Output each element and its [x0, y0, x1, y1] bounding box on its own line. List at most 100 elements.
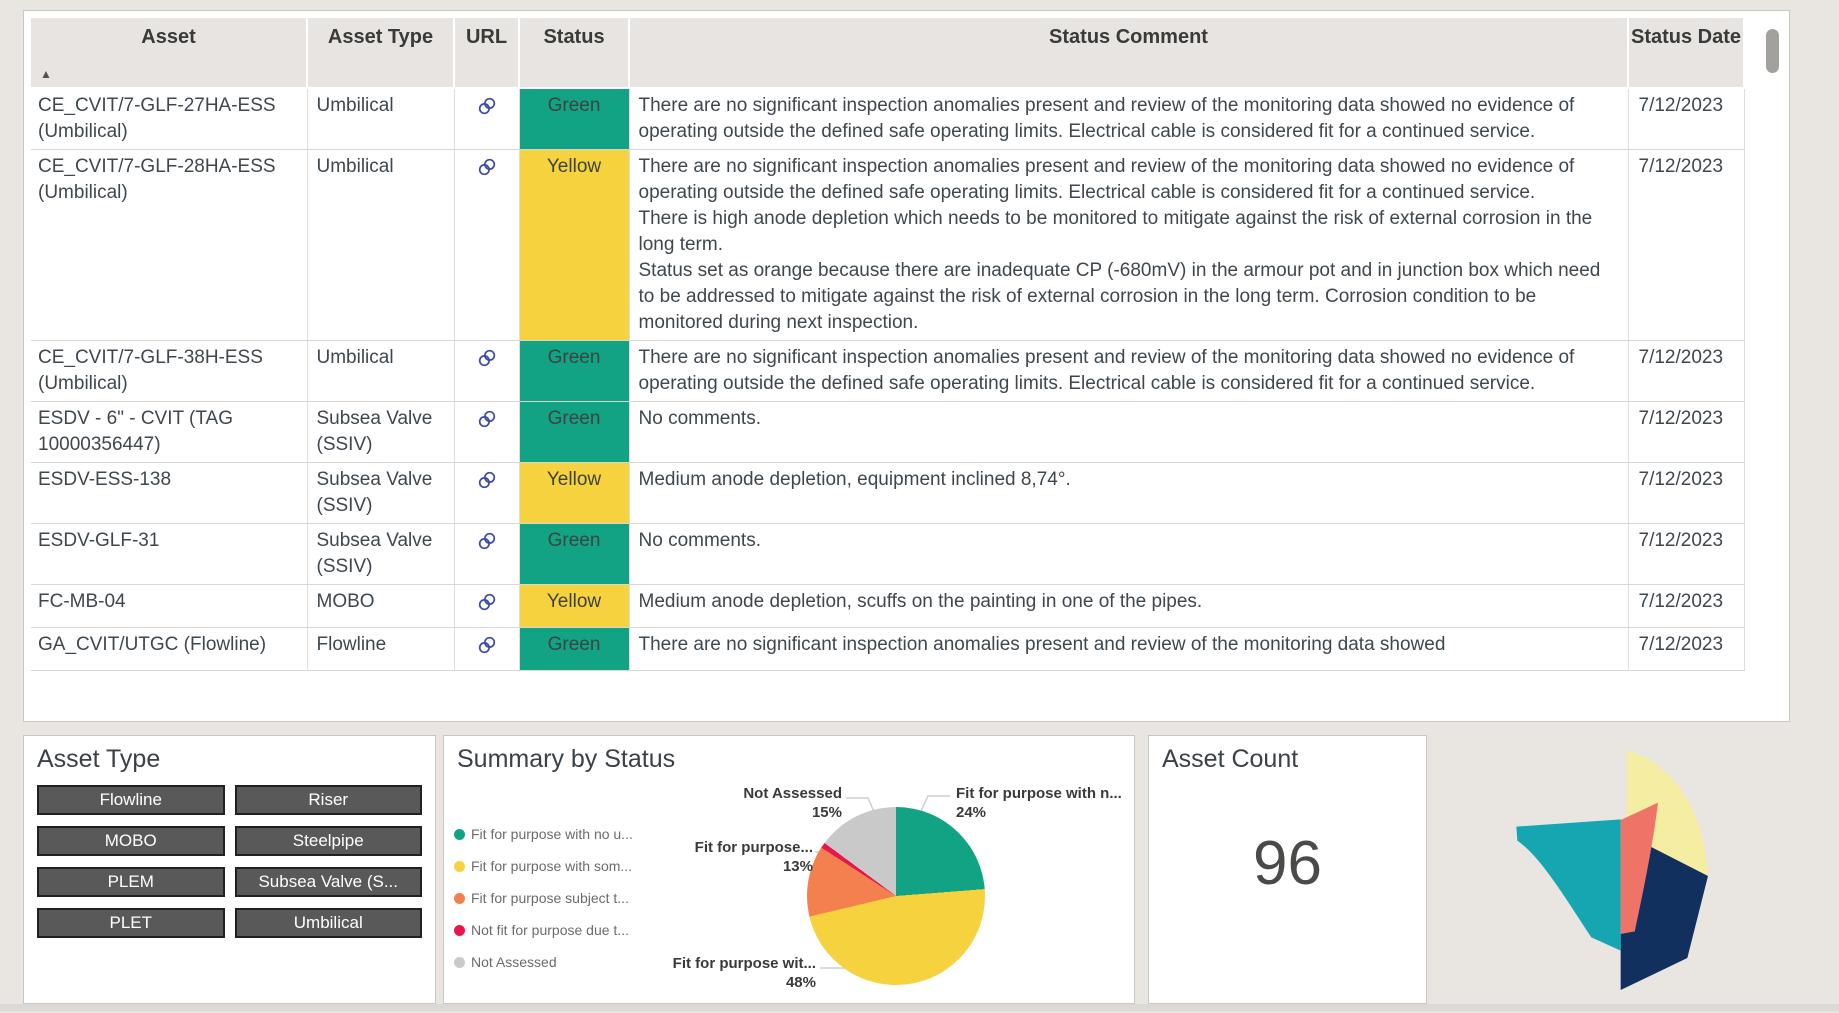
asset-type-cell: Umbilical	[307, 340, 455, 402]
asset-cell: CE_CVIT/7-GLF-28HA-ESS (Umbilical)	[31, 149, 308, 341]
asset-type-button[interactable]: Subsea Valve (S...	[234, 867, 422, 897]
asset-cell: FC-MB-04	[31, 584, 308, 628]
pie-callout-percent: 13%	[782, 858, 813, 875]
status-comment-cell: No comments.	[629, 523, 1629, 585]
legend-dot-icon	[454, 924, 465, 936]
status-date-cell: 7/12/2023	[1628, 462, 1745, 524]
logo-teal-shape	[1516, 819, 1621, 951]
asset-cell: ESDV-GLF-31	[31, 523, 308, 585]
asset-cell: CE_CVIT/7-GLF-27HA-ESS (Umbilical)	[31, 88, 308, 150]
url-cell	[454, 401, 520, 463]
summary-panel-title: Summary by Status	[457, 745, 676, 773]
asset-status-table-card: Asset ▲ Asset Type URL Status Status Com…	[23, 10, 1790, 722]
status-comment-cell: There are no significant inspection anom…	[629, 340, 1629, 402]
column-header-status-date[interactable]: Status Date	[1628, 18, 1745, 89]
legend-item[interactable]: Not Assessed	[454, 946, 633, 978]
url-cell	[454, 627, 520, 671]
asset-cell: CE_CVIT/7-GLF-38H-ESS (Umbilical)	[31, 340, 308, 402]
legend-dot-icon	[454, 828, 465, 840]
asset-type-button[interactable]: MOBO	[37, 826, 225, 856]
column-header-status-comment[interactable]: Status Comment	[629, 18, 1629, 89]
status-cell: Green	[519, 523, 630, 585]
status-cell: Yellow	[519, 462, 630, 524]
pie-legend: Fit for purpose with no u... Fit for pur…	[454, 818, 633, 978]
table-row: CE_CVIT/7-GLF-28HA-ESS (Umbilical) Umbil…	[31, 149, 1745, 341]
asset-type-button-grid: Flowline Riser MOBO Steelpipe PLEM Subse…	[24, 776, 435, 947]
table-row: FC-MB-04 MOBO Yellow	[31, 584, 1745, 628]
asset-type-cell: Subsea Valve (SSIV)	[307, 462, 455, 524]
status-cell: Green	[519, 401, 630, 463]
pie-callout-percent: 15%	[811, 804, 842, 821]
column-header-url[interactable]: URL	[454, 18, 520, 89]
status-date-cell: 7/12/2023	[1628, 149, 1745, 341]
table-row: CE_CVIT/7-GLF-38H-ESS (Umbilical) Umbili…	[31, 340, 1745, 402]
scrollbar-thumb[interactable]	[1766, 29, 1779, 73]
status-comment-cell: Medium anode depletion, equipment inclin…	[629, 462, 1629, 524]
link-icon[interactable]	[477, 471, 497, 495]
asset-type-cell: Umbilical	[307, 149, 455, 341]
column-header-asset-type[interactable]: Asset Type	[307, 18, 455, 89]
table-scrollbar[interactable]	[1765, 23, 1780, 711]
table-row: ESDV-GLF-31 Subsea Valve (SSIV)	[31, 523, 1745, 585]
link-icon[interactable]	[477, 636, 497, 660]
asset-type-cell: MOBO	[307, 584, 455, 628]
asset-type-button[interactable]: Flowline	[37, 785, 225, 815]
pie-callout-percent: 24%	[956, 804, 987, 821]
asset-type-button[interactable]: PLET	[37, 908, 225, 938]
table-row: GA_CVIT/UTGC (Flowline) Flowline	[31, 627, 1745, 671]
url-cell	[454, 88, 520, 150]
asset-type-button[interactable]: Umbilical	[234, 908, 422, 938]
legend-item[interactable]: Fit for purpose subject t...	[454, 882, 633, 914]
status-cell: Green	[519, 340, 630, 402]
url-cell	[454, 149, 520, 341]
logo-navy-shape	[1620, 846, 1708, 990]
asset-type-button[interactable]: PLEM	[37, 867, 225, 897]
legend-item[interactable]: Not fit for purpose due t...	[454, 914, 633, 946]
asset-count-panel: Asset Count 96	[1148, 735, 1427, 1004]
link-icon[interactable]	[477, 97, 497, 121]
legend-item-label: Fit for purpose with som...	[471, 858, 633, 874]
status-comment-cell: No comments.	[629, 401, 1629, 463]
link-icon[interactable]	[477, 410, 497, 434]
status-date-cell: 7/12/2023	[1628, 584, 1745, 628]
link-icon[interactable]	[477, 158, 497, 182]
pie-callout: Fit for purpose wit... 48%	[636, 954, 816, 992]
pie-callout: Not Assessed 15%	[682, 784, 842, 822]
table-row: ESDV-ESS-138 Subsea Valve (SSIV)	[31, 462, 1745, 524]
logo-coral-shape	[1620, 802, 1658, 934]
status-date-cell: 7/12/2023	[1628, 88, 1745, 150]
status-date-cell: 7/12/2023	[1628, 401, 1745, 463]
legend-item[interactable]: Fit for purpose with no u...	[454, 818, 633, 850]
link-icon[interactable]	[477, 593, 497, 617]
asset-type-button[interactable]: Steelpipe	[234, 826, 422, 856]
asset-type-button[interactable]: Riser	[234, 785, 422, 815]
link-icon[interactable]	[477, 532, 497, 556]
asset-cell: ESDV-ESS-138	[31, 462, 308, 524]
company-logo	[1498, 740, 1778, 1008]
sort-ascending-icon[interactable]: ▲	[40, 67, 52, 81]
asset-count-panel-title: Asset Count	[1162, 745, 1299, 773]
status-cell: Yellow	[519, 149, 630, 341]
bottom-strip	[0, 1004, 1839, 1011]
column-header-asset-label: Asset	[141, 26, 196, 48]
pie-callout-percent: 48%	[785, 974, 816, 991]
status-comment-cell: There are no significant inspection anom…	[629, 88, 1629, 150]
column-header-asset[interactable]: Asset ▲	[31, 18, 308, 89]
legend-item-label: Not Assessed	[471, 954, 557, 970]
column-header-status[interactable]: Status	[519, 18, 630, 89]
legend-item-label: Fit for purpose with no u...	[471, 826, 633, 842]
pie-chart[interactable]	[807, 807, 985, 985]
pie-callout: Fit for purpose with n... 24%	[956, 784, 1122, 822]
link-icon[interactable]	[477, 349, 497, 373]
status-date-cell: 7/12/2023	[1628, 340, 1745, 402]
legend-dot-icon	[454, 956, 465, 968]
asset-cell: ESDV - 6" - CVIT (TAG 10000356447)	[31, 401, 308, 463]
legend-item[interactable]: Fit for purpose with som...	[454, 850, 633, 882]
asset-count-value: 96	[1253, 829, 1322, 898]
legend-dot-icon	[454, 860, 465, 872]
asset-type-cell: Umbilical	[307, 88, 455, 150]
table-row: ESDV - 6" - CVIT (TAG 10000356447) Subse…	[31, 401, 1745, 463]
asset-type-slicer-panel: Asset Type Flowline Riser MOBO Steelpipe…	[23, 735, 436, 1004]
table-row: CE_CVIT/7-GLF-27HA-ESS (Umbilical) Umbil…	[31, 88, 1745, 150]
url-cell	[454, 523, 520, 585]
